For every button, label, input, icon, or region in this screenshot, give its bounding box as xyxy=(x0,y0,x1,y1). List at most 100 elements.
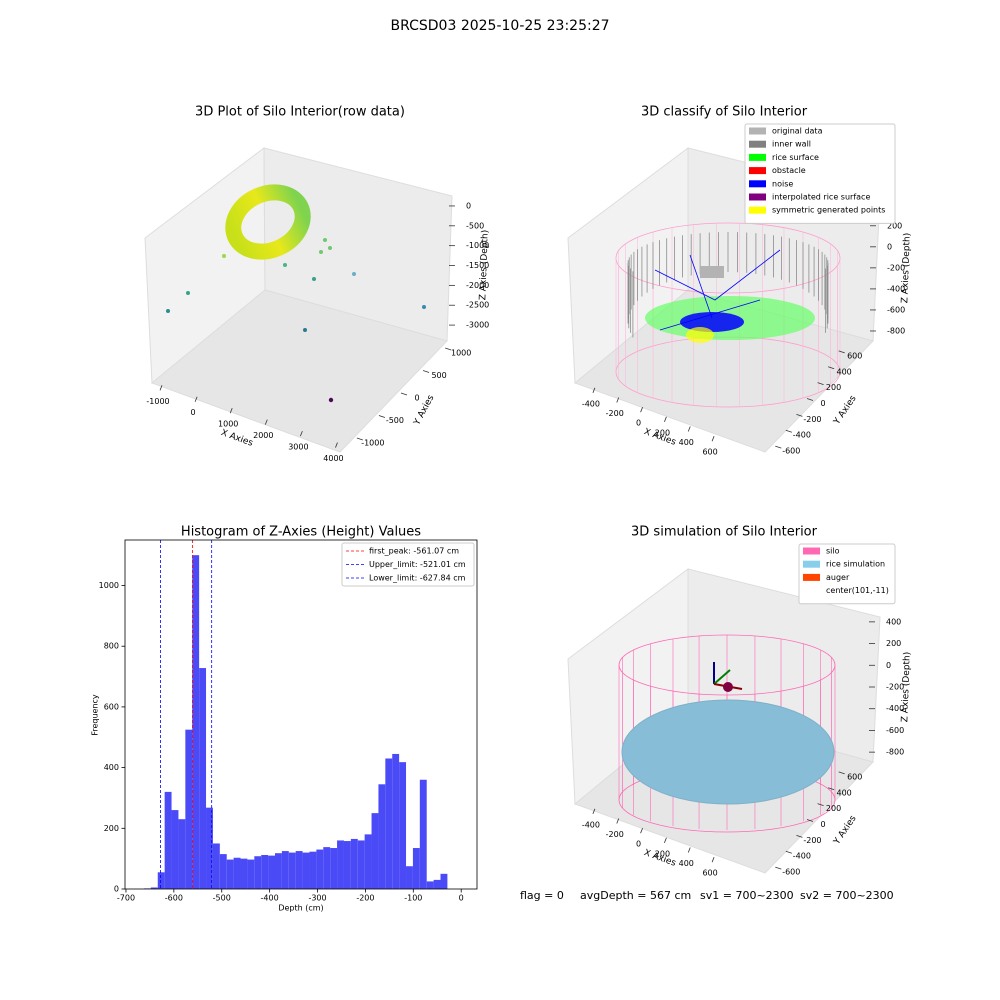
y-tick-label: 500 xyxy=(431,371,446,380)
tick-mark xyxy=(422,370,430,373)
tick-mark xyxy=(828,366,835,370)
z-tick-label: -2000 xyxy=(466,281,489,290)
tick-mark xyxy=(828,787,835,791)
x-tick-label: 600 xyxy=(702,448,717,457)
tick-mark xyxy=(640,828,643,834)
x-tick-label: -100 xyxy=(404,894,422,903)
legend-box xyxy=(744,123,896,224)
tick-mark xyxy=(838,350,845,354)
z-tick-label: -2500 xyxy=(466,301,489,310)
z-tick-label: 0 xyxy=(886,661,891,670)
bar xyxy=(419,779,427,889)
chart-title: Histogram of Z-Axies (Height) Values xyxy=(181,525,421,540)
tick-mark xyxy=(687,426,691,432)
z-tick-label: -3000 xyxy=(466,321,489,330)
bar xyxy=(378,784,386,889)
tick-mark xyxy=(664,416,667,422)
axes-frame xyxy=(124,539,478,890)
z-tick-label: -600 xyxy=(887,305,905,314)
legend-label: silo xyxy=(826,547,840,556)
legend-swatch xyxy=(749,167,766,175)
y-tick-label: 1000 xyxy=(451,349,471,358)
y-tick-label: -500 xyxy=(386,416,404,425)
x-tick-label: -600 xyxy=(165,894,183,903)
legend-swatch xyxy=(803,587,820,595)
bar xyxy=(199,668,207,889)
tick-mark xyxy=(335,442,338,448)
bar xyxy=(295,851,303,889)
footer-text: sv1 = 700~2300 xyxy=(700,889,794,902)
bar xyxy=(192,555,200,889)
z-tick-label: -400 xyxy=(886,704,904,713)
y-axis-title: Y Axies xyxy=(832,814,859,848)
y-tick-label: 1000 xyxy=(99,581,119,590)
tick-mark xyxy=(159,385,163,391)
z-tick-label: -500 xyxy=(466,221,484,230)
y-tick-label: 200 xyxy=(104,824,119,833)
y-tick-label: -1000 xyxy=(361,439,384,448)
y-tick-label: -600 xyxy=(782,868,800,877)
z-tick-label: -200 xyxy=(887,263,905,272)
legend-swatch xyxy=(749,180,766,188)
bar xyxy=(309,851,317,889)
z-tick-label: -800 xyxy=(887,326,905,335)
tick-mark xyxy=(775,445,782,449)
y-tick-label: 0 xyxy=(820,820,825,829)
legend-swatch xyxy=(803,560,820,568)
tick-mark xyxy=(785,850,792,854)
y-tick-label: 400 xyxy=(104,763,119,772)
y-tick-label: 400 xyxy=(837,788,852,797)
x-tick-label: -200 xyxy=(356,894,374,903)
tick-mark xyxy=(640,407,643,413)
y-tick-label: 600 xyxy=(847,351,862,360)
tick-mark xyxy=(838,771,845,775)
legend-label: Upper_limit: -521.01 cm xyxy=(369,560,466,569)
x-tick-label: 4000 xyxy=(323,454,343,463)
footer: flag = 0 avgDepth = 567 cm sv1 = 700~230… xyxy=(520,889,894,902)
z-axis-title: Z Axies (Depth) xyxy=(900,233,912,304)
legend-box xyxy=(798,543,896,605)
x-tick-label: -1000 xyxy=(146,397,169,406)
tick-mark xyxy=(711,436,715,442)
z-axis-title: Z Axies (Depth) xyxy=(900,652,912,723)
z-tick-label: 0 xyxy=(466,201,471,210)
chart-title: 3D Plot of Silo Interior(row data) xyxy=(195,105,405,120)
bar xyxy=(261,855,269,889)
x-tick-label: -500 xyxy=(213,894,231,903)
bar xyxy=(406,866,413,889)
legend-label: center(101,-11) xyxy=(826,586,889,595)
z-tick-label: 0 xyxy=(887,242,892,251)
y-tick-label: 200 xyxy=(826,804,841,813)
tick-mark xyxy=(400,392,408,396)
legend-label: interpolated rice surface xyxy=(772,193,870,202)
bar xyxy=(392,753,400,889)
bar xyxy=(371,813,379,889)
legend-label: symmetric generated points xyxy=(772,206,885,215)
classified-cloud xyxy=(615,222,841,408)
legend-label: auger xyxy=(826,573,850,582)
x-tick-label: 0 xyxy=(636,840,641,849)
x-tick-label: 2000 xyxy=(253,431,273,440)
legend-swatch xyxy=(749,153,766,161)
bar xyxy=(316,849,324,889)
bar xyxy=(254,856,262,889)
tick-mark xyxy=(687,847,691,853)
legend-swatch xyxy=(749,193,766,201)
y-tick-label: 0 xyxy=(820,399,825,408)
y-tick-label: 800 xyxy=(104,642,119,651)
chart-title: 3D classify of Silo Interior xyxy=(641,105,808,120)
legend-label: obstacle xyxy=(772,166,806,175)
legend-swatch xyxy=(749,127,766,135)
footer-text: sv2 = 700~2300 xyxy=(800,889,894,902)
legend-label: inner wall xyxy=(772,140,811,149)
bar xyxy=(302,852,310,889)
silo-simulation xyxy=(618,634,836,833)
footer-text: flag = 0 xyxy=(520,889,564,902)
bar xyxy=(212,843,220,889)
y-tick-label: 0 xyxy=(414,394,419,403)
z-tick-label: 200 xyxy=(887,221,902,230)
bar xyxy=(323,847,331,889)
x-tick-label: 600 xyxy=(702,869,717,878)
x-tick-label: 3000 xyxy=(288,443,308,452)
bar xyxy=(226,859,234,889)
